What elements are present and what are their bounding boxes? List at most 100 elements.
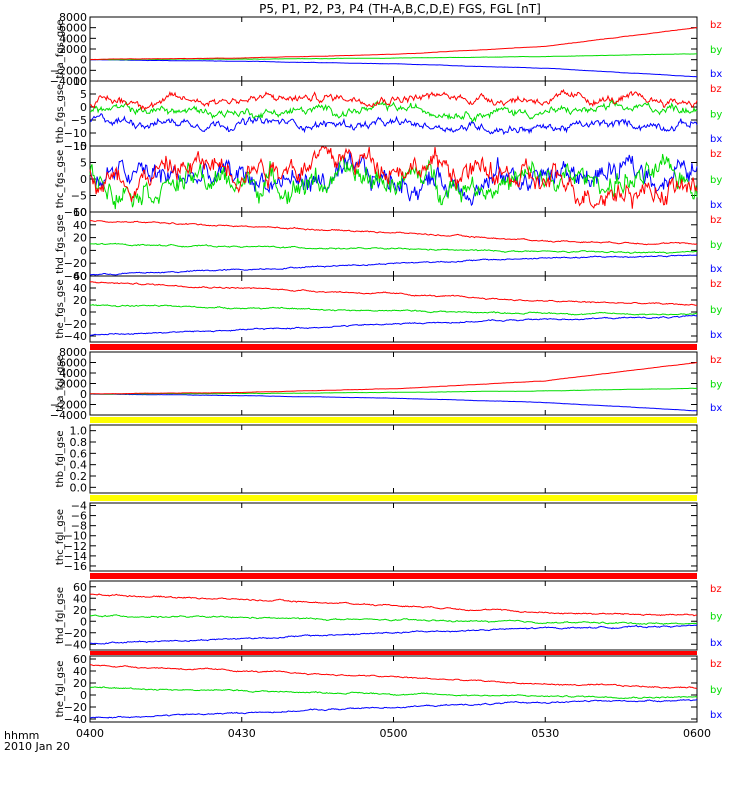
- y-tick-label: −20: [64, 257, 87, 270]
- y-tick-label: 60: [73, 653, 87, 666]
- series-line-bx-tha_fgl_gse: [89, 393, 698, 412]
- y-tick-label: −2000: [50, 399, 87, 412]
- y-tick-label: −15: [64, 140, 87, 153]
- legend-bx-the_fgl_gse: bx: [710, 710, 722, 721]
- x-tick-label: 0500: [380, 727, 408, 740]
- panel-frame-thd_fgs_gse: [89, 211, 698, 277]
- y-tick-label: 1.0: [70, 425, 88, 438]
- y-tick-label: 0: [80, 615, 87, 628]
- y-tick-label: 20: [73, 677, 87, 690]
- y-tick-label: −4000: [50, 75, 87, 88]
- x-axis-label-date: 2010 Jan 20: [4, 740, 70, 753]
- y-tick-label: 20: [73, 604, 87, 617]
- y-tick-label: −8: [71, 520, 87, 533]
- legend-bx-tha_fgl_gse: bx: [710, 403, 722, 414]
- legend-bz-thc_fgs_gse: bz: [710, 149, 722, 160]
- legend-bx-thd_fgl_gse: bx: [710, 638, 722, 649]
- series-line-bz-thb_fgs_gse: [89, 88, 698, 111]
- status-bar-red: [90, 344, 697, 350]
- y-tick-label: 4000: [59, 367, 87, 380]
- legend-bz-thb_fgs_gse: bz: [710, 84, 722, 95]
- legend-by-tha_fgs_gse: by: [710, 45, 722, 56]
- y-tick-label: −10: [64, 206, 87, 219]
- status-bar-yellow: [90, 417, 697, 423]
- y-tick-label: −4000: [50, 409, 87, 422]
- y-tick-label: −20: [64, 701, 87, 714]
- legend-by-thb_fgs_gse: by: [710, 110, 722, 121]
- x-tick-label: 0430: [228, 727, 256, 740]
- legend-by-thd_fgl_gse: by: [710, 612, 722, 623]
- y-tick-label: 60: [73, 581, 87, 594]
- series-line-by-thd_fgl_gse: [89, 614, 698, 625]
- legend-by-the_fgl_gse: by: [710, 685, 722, 696]
- series-line-bx-thd_fgl_gse: [89, 624, 698, 645]
- y-tick-label: 0: [80, 173, 87, 186]
- y-tick-label: −2000: [50, 64, 87, 77]
- legend-bz-thd_fgl_gse: bz: [710, 584, 722, 595]
- series-line-bz-thd_fgl_gse: [89, 593, 698, 617]
- legend-bz-thd_fgs_gse: bz: [710, 215, 722, 226]
- y-tick-label: 10: [73, 75, 87, 88]
- y-axis-label-the_fgl_gse: the_fgl_gse: [55, 661, 66, 718]
- y-tick-label: 0.6: [70, 447, 88, 460]
- y-tick-label: −16: [64, 560, 87, 573]
- series-line-bz-thd_fgs_gse: [90, 220, 698, 246]
- y-tick-label: −20: [64, 318, 87, 331]
- y-tick-label: −40: [64, 330, 87, 343]
- series-line-bz-thc_fgs_gse: [89, 146, 698, 209]
- legend-by-the_fgs_gse: by: [710, 305, 722, 316]
- y-tick-label: 0: [80, 689, 87, 702]
- x-axis-label-hhmm: hhmm: [4, 729, 39, 742]
- panel-frame-thc_fgl_gse: [89, 502, 698, 572]
- status-bar-red: [90, 651, 697, 655]
- legend-bx-thd_fgs_gse: bx: [710, 264, 722, 275]
- panel-frame-the_fgl_gse: [89, 655, 698, 723]
- series-line-by-thc_fgs_gse: [89, 153, 698, 210]
- y-axis-label-thc_fgl_gse: thc_fgl_gse: [55, 509, 66, 565]
- legend-bz-tha_fgs_gse: bz: [710, 20, 722, 31]
- series-line-by-thd_fgs_gse: [89, 242, 698, 254]
- y-axis-label-thb_fgl_gse: thb_fgl_gse: [55, 431, 66, 488]
- y-tick-label: 8000: [59, 346, 87, 359]
- panels-group: tha_fgs_gse80006000400020000−2000−4000bz…: [50, 11, 723, 740]
- y-tick-label: 10: [73, 140, 87, 153]
- chart-title: P5, P1, P2, P3, P4 (TH-A,B,C,D,E) FGS, F…: [259, 2, 541, 16]
- y-tick-label: 2000: [59, 43, 87, 56]
- y-tick-label: 0: [80, 244, 87, 257]
- y-tick-label: 40: [73, 282, 87, 295]
- y-axis-label-thd_fgl_gse: thd_fgl_gse: [55, 587, 66, 644]
- y-tick-label: −20: [64, 627, 87, 640]
- legend-bz-tha_fgl_gse: bz: [710, 355, 722, 366]
- status-bar-yellow: [90, 495, 697, 501]
- series-line-by-the_fgs_gse: [89, 304, 698, 316]
- y-axis-label-thc_fgs_gse: thc_fgs_gse: [55, 150, 66, 209]
- legend-bx-tha_fgs_gse: bx: [710, 69, 722, 80]
- y-axis-label-thb_fgs_gse: thb_fgs_gse: [55, 84, 66, 143]
- legend-by-thd_fgs_gse: by: [710, 240, 722, 251]
- legend-bz-the_fgs_gse: bz: [710, 279, 722, 290]
- x-tick-label: 0530: [531, 727, 559, 740]
- series-line-bx-the_fgl_gse: [90, 699, 698, 719]
- series-line-by-the_fgl_gse: [89, 686, 698, 700]
- y-tick-label: −14: [64, 550, 87, 563]
- y-tick-label: 20: [73, 294, 87, 307]
- legend-by-tha_fgl_gse: by: [710, 380, 722, 391]
- y-tick-label: −40: [64, 270, 87, 283]
- y-tick-label: −4: [71, 500, 87, 513]
- y-tick-label: 0: [80, 306, 87, 319]
- series-line-bz-tha_fgs_gse: [89, 27, 698, 61]
- legend-bx-thc_fgs_gse: bx: [710, 200, 722, 211]
- series-line-by-tha_fgl_gse: [89, 387, 697, 395]
- series-line-bz-tha_fgl_gse: [89, 362, 697, 395]
- y-tick-label: 0.8: [70, 436, 88, 449]
- y-axis-label-the_fgs_gse: the_fgs_gse: [55, 279, 66, 338]
- y-tick-label: 0.4: [70, 459, 88, 472]
- y-tick-label: 5: [80, 157, 87, 170]
- y-tick-label: −40: [64, 638, 87, 651]
- x-tick-label: 0600: [683, 727, 711, 740]
- series-line-bz-the_fgl_gse: [89, 664, 698, 689]
- y-tick-label: −10: [64, 530, 87, 543]
- y-tick-label: 60: [73, 270, 87, 283]
- series-line-bx-thb_fgs_gse: [89, 113, 698, 136]
- x-tick-label: 0400: [76, 727, 104, 740]
